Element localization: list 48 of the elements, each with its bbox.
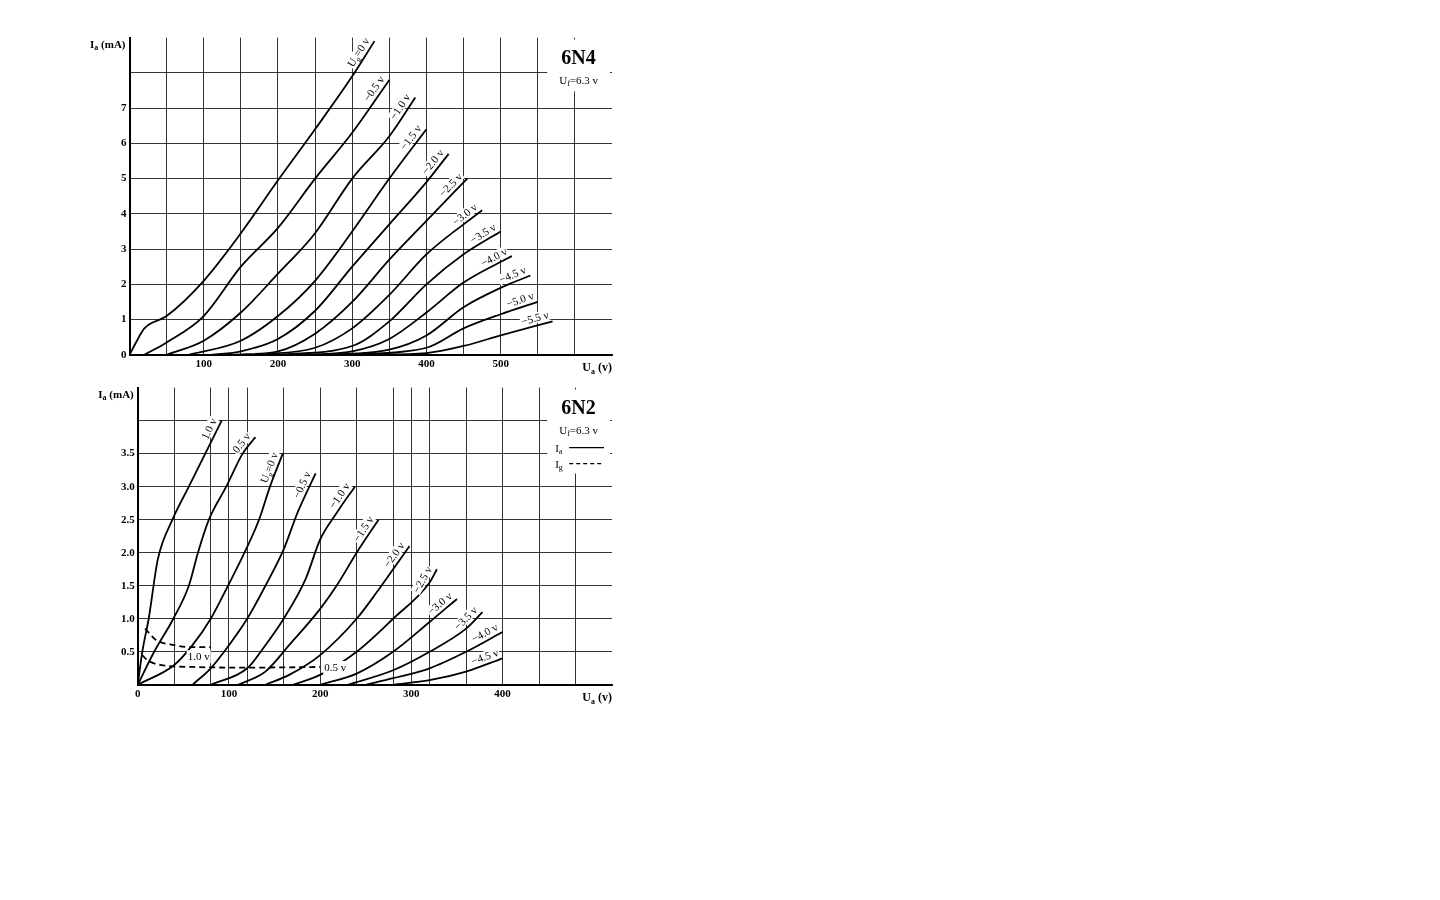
x-tick-label: 300 xyxy=(343,357,361,370)
x-tick-label: 500 xyxy=(492,357,510,370)
text: −0.5 v xyxy=(290,468,314,501)
text: −0.5 v xyxy=(360,73,387,104)
y-tick-label: 1.0 xyxy=(121,611,136,624)
y-tick-label: 7 xyxy=(121,100,127,113)
series-label: 1.0 v xyxy=(187,650,211,663)
text: −1.0 v xyxy=(386,90,413,122)
y-tick-label: 2.5 xyxy=(121,512,136,525)
text: −4.0 v xyxy=(478,244,510,269)
y-tick-label: 3.0 xyxy=(121,479,136,492)
x-tick-label: 200 xyxy=(311,687,329,700)
series-label: 0.5 v xyxy=(324,660,347,673)
text: −1.5 v xyxy=(350,513,377,544)
text: −2.5 v xyxy=(410,563,435,595)
text: −4.5 v xyxy=(469,645,501,667)
text: −2.5 v xyxy=(436,169,465,199)
x-tick-label: 100 xyxy=(195,357,213,370)
x-tick-label: 400 xyxy=(418,357,436,370)
y-tick-label: 5 xyxy=(121,171,127,184)
text: −2.0 v xyxy=(418,146,447,177)
y-tick-label: 3 xyxy=(121,241,127,254)
text: −5.5 v xyxy=(519,308,551,328)
y-tick-label: 1.5 xyxy=(121,578,136,591)
chart-title: 6N4 xyxy=(561,45,596,68)
x-tick-label: 100 xyxy=(220,687,238,700)
text: 1.0 v xyxy=(198,415,220,442)
x-tick-label: 400 xyxy=(494,687,512,700)
text: −4.5 v xyxy=(497,263,529,286)
y-tick-label: 6 xyxy=(121,136,127,149)
text: −2.0 v xyxy=(380,539,408,570)
y-tick-label: 2.0 xyxy=(121,545,136,558)
text: Ug=0 v xyxy=(344,34,372,69)
y-tick-label: 0.5 xyxy=(121,644,136,657)
x-tick-label: 300 xyxy=(403,687,421,700)
y-tick-label: 4 xyxy=(121,206,127,219)
x-tick-label: 200 xyxy=(269,357,287,370)
y-tick-label: 3.5 xyxy=(121,446,136,459)
y-tick-label: 0 xyxy=(121,347,127,360)
text: −1.0 v xyxy=(326,479,353,511)
text: −5.0 v xyxy=(504,289,536,310)
text: −3.0 v xyxy=(424,589,455,617)
y-tick-label: 2 xyxy=(121,277,127,290)
text: −1.5 v xyxy=(397,122,424,153)
chart-title: 6N2 xyxy=(561,395,596,418)
text: 0.5 v xyxy=(229,429,253,455)
text: −3.0 v xyxy=(449,200,480,228)
y-tick-label: 1 xyxy=(121,312,127,325)
